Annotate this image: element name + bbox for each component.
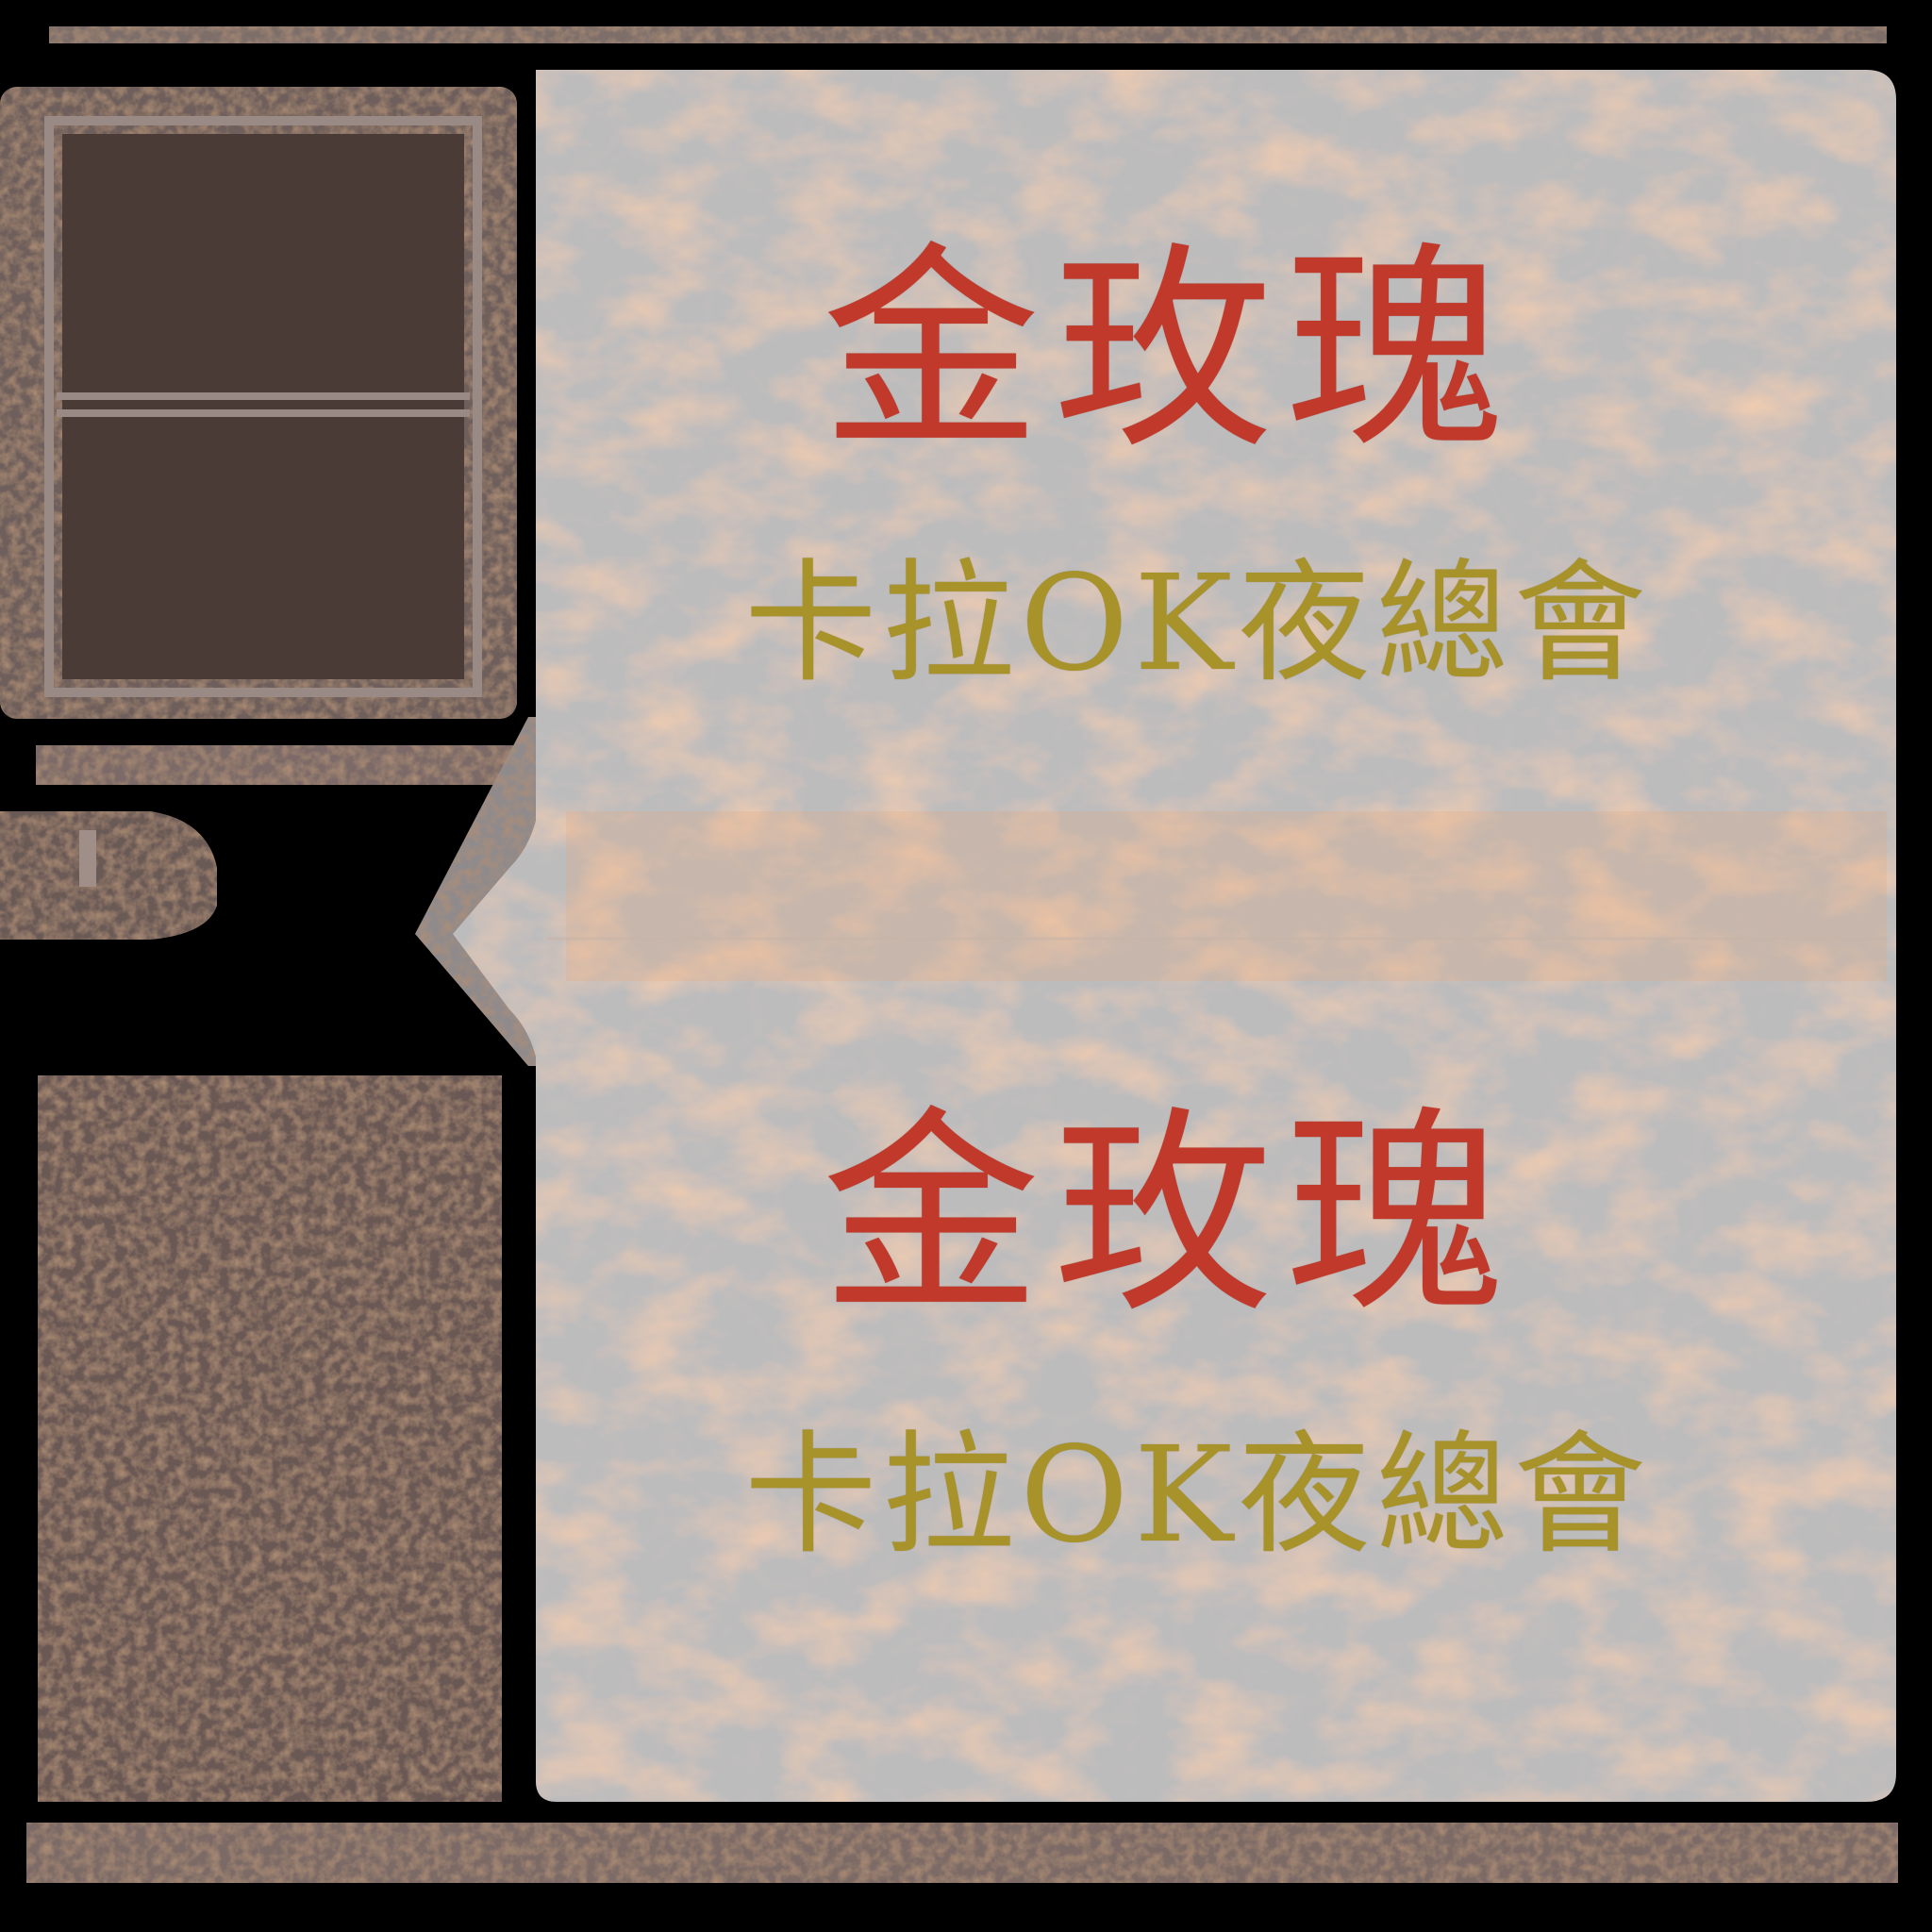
left-lower-panel (38, 1075, 502, 1802)
left-middle-bar (36, 745, 528, 785)
sign-title-top: 金玫瑰 (821, 224, 1518, 478)
sign-subtitle-bottom: 卡拉OK夜總會 (744, 1419, 1652, 1573)
left-ribbon (0, 811, 217, 940)
sign-title-bottom: 金玫瑰 (821, 1088, 1518, 1342)
sign-subtitle-top: 卡拉OK夜總會 (744, 547, 1652, 701)
left-upper-window (44, 116, 482, 697)
bottom-rust-strip (26, 1823, 1898, 1883)
top-rust-strip (49, 26, 1887, 43)
sign-panel (453, 70, 1896, 1802)
